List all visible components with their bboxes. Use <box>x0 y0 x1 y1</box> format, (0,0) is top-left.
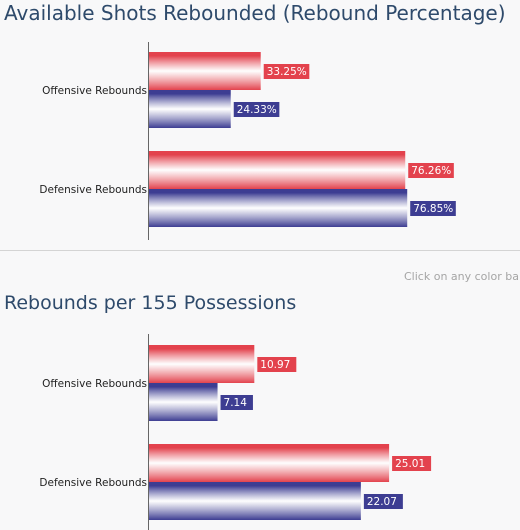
data-label: 76.85% <box>413 203 453 215</box>
bar[interactable] <box>149 90 231 128</box>
bar[interactable] <box>149 189 408 227</box>
chart-title: Rebounds per 155 Possessions <box>4 292 297 314</box>
data-label: 24.33% <box>237 104 277 116</box>
rebounds-per-possessions-chart: Rebounds per 155 Possessions 10.97 7.14 Of… <box>0 262 520 530</box>
bar[interactable] <box>149 444 390 482</box>
data-label-background <box>220 395 253 410</box>
data-label: 22.07 <box>367 496 397 508</box>
bar[interactable] <box>149 345 255 383</box>
data-label-background <box>363 494 403 509</box>
category-label: Defensive Rebounds <box>39 477 147 489</box>
chart-plot: 10.97 7.14 Offensive Rebounds 25.01 22.07 Def… <box>39 334 432 530</box>
bar[interactable] <box>149 52 261 90</box>
data-label: 10.97 <box>260 359 290 371</box>
data-label: 25.01 <box>395 458 425 470</box>
data-label: 33.25% <box>267 66 307 78</box>
data-label-background <box>233 102 280 117</box>
chart-plot: 33.25% 24.33% Offensive Rebounds 76.26% 76.8… <box>39 42 456 240</box>
bar[interactable] <box>149 151 406 189</box>
data-label-background <box>408 163 454 178</box>
category-label: Defensive Rebounds <box>39 184 147 196</box>
data-label-background <box>263 64 310 79</box>
data-label-background <box>410 201 456 216</box>
data-label-background <box>257 357 297 372</box>
bar[interactable] <box>149 482 361 520</box>
chart-hint: Click on any color ba <box>404 270 519 283</box>
data-label-background <box>392 456 432 471</box>
data-label: 76.26% <box>411 165 451 177</box>
category-label: Offensive Rebounds <box>42 378 147 390</box>
rebound-percentage-chart: Available Shots Rebounded (Rebound Perce… <box>0 0 520 250</box>
category-label: Offensive Rebounds <box>42 85 147 97</box>
data-label: 7.14 <box>224 397 248 409</box>
bar[interactable] <box>149 383 218 421</box>
section-divider <box>0 250 520 251</box>
chart-title: Available Shots Rebounded (Rebound Perce… <box>4 1 506 25</box>
